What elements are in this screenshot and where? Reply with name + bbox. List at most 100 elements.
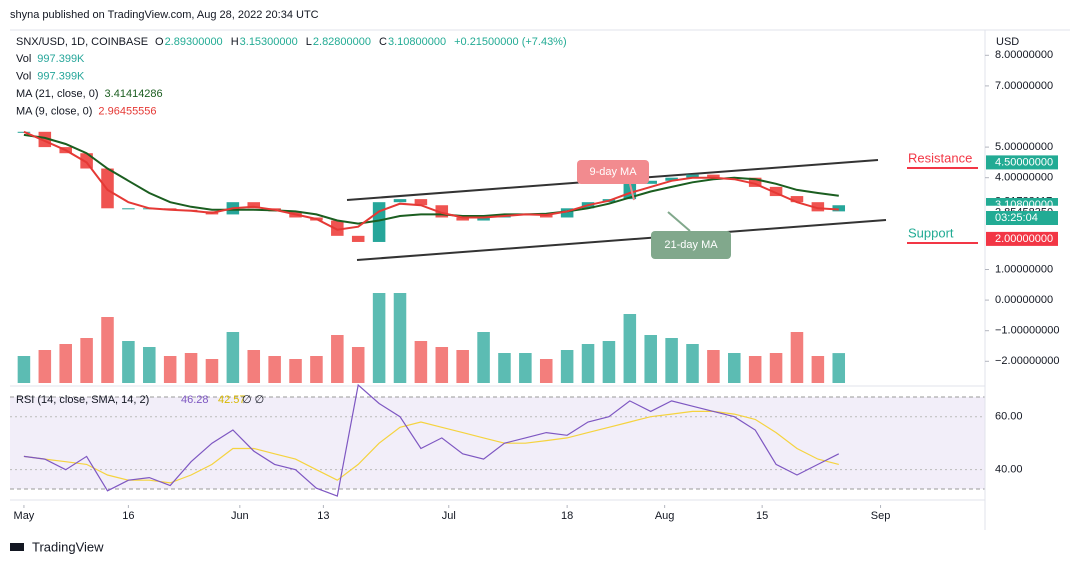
indicator-value: 997.399K bbox=[37, 53, 85, 65]
volume-bar bbox=[811, 356, 825, 383]
candle bbox=[372, 202, 386, 242]
volume-bar bbox=[602, 341, 616, 383]
candle bbox=[707, 174, 720, 178]
x-tick-label: Aug bbox=[655, 510, 675, 522]
ohlc-value: 2.89300000 bbox=[165, 36, 223, 48]
publisher: shyna published on TradingView.com, Aug … bbox=[10, 9, 319, 21]
volume-bar bbox=[17, 356, 31, 383]
indicator-value: 2.96455556 bbox=[98, 105, 156, 117]
volume-bar bbox=[143, 347, 156, 383]
ohlc-label: H bbox=[231, 36, 239, 48]
currency: USD bbox=[996, 36, 1019, 48]
price-label-box bbox=[986, 231, 1058, 246]
brand: TradingView bbox=[32, 539, 104, 554]
volume-bar bbox=[59, 344, 72, 383]
volume-bar bbox=[226, 332, 240, 383]
volume-bar bbox=[331, 335, 344, 383]
ma21-line bbox=[23, 133, 839, 225]
volume-bar bbox=[581, 344, 595, 383]
indicator-value: 997.399K bbox=[37, 70, 85, 82]
volume-bar bbox=[790, 332, 804, 383]
y-tick-label: 8.00000000 bbox=[995, 49, 1053, 61]
resistance: Resistance bbox=[908, 150, 972, 165]
rsi-line bbox=[23, 383, 840, 497]
logo: TradingView bbox=[10, 539, 104, 554]
rsi-empty: ∅ ∅ bbox=[242, 394, 264, 406]
ma9-line bbox=[23, 130, 839, 231]
candle bbox=[393, 199, 407, 203]
y2-tick-label: 60.00 bbox=[995, 411, 1023, 423]
volume-bar bbox=[832, 353, 846, 383]
indicator-value: 3.41414286 bbox=[105, 88, 163, 100]
candle bbox=[832, 205, 846, 212]
volume-bar bbox=[122, 341, 135, 383]
candle bbox=[665, 177, 678, 181]
countdown-box bbox=[986, 210, 1058, 225]
x-tick-label: 13 bbox=[317, 510, 329, 522]
change: +0.21500000 (+7.43%) bbox=[454, 36, 567, 48]
volume-bar bbox=[80, 338, 93, 383]
symbol: SNX/USD, 1D, COINBASE bbox=[16, 36, 148, 48]
volume-bar bbox=[101, 317, 114, 383]
candle bbox=[748, 177, 762, 187]
volume-bar bbox=[539, 359, 553, 383]
candle bbox=[456, 217, 469, 221]
volume-bar bbox=[686, 344, 699, 383]
indicator-label: Vol bbox=[16, 53, 31, 65]
volume-bar bbox=[38, 350, 52, 383]
rsi-sma-value: 42.57 bbox=[218, 394, 246, 406]
ohlc-value: 2.82800000 bbox=[313, 36, 371, 48]
ohlc-value: 3.10800000 bbox=[388, 36, 446, 48]
volume-bar bbox=[644, 335, 657, 383]
x-tick-label: 16 bbox=[122, 510, 134, 522]
volume-bar bbox=[351, 347, 365, 383]
x-tick-label: May bbox=[14, 510, 35, 522]
x-tick-label: 15 bbox=[756, 510, 768, 522]
volume-bar bbox=[310, 356, 323, 383]
rsi-value: 46.28 bbox=[181, 394, 209, 406]
ma9-callout: 9-day MA bbox=[589, 166, 637, 178]
volume-bar bbox=[163, 356, 177, 383]
y-tick-label: 1.00000000 bbox=[995, 263, 1053, 275]
volume-bar bbox=[456, 350, 469, 383]
volume-bar bbox=[435, 347, 449, 383]
volume-bar bbox=[477, 332, 490, 383]
price-label: 4.50000000 bbox=[995, 156, 1053, 168]
volume-bar bbox=[707, 350, 720, 383]
ohlc-label: C bbox=[379, 36, 387, 48]
rsi-legend: RSI (14, close, SMA, 14, 2) bbox=[16, 394, 149, 406]
indicator-label: Vol bbox=[16, 70, 31, 82]
volume-bar bbox=[184, 353, 198, 383]
volume-bar bbox=[393, 293, 407, 383]
volume-bar bbox=[665, 338, 678, 383]
volume-bar bbox=[268, 356, 281, 383]
indicator-label: MA (21, close, 0) bbox=[16, 88, 99, 100]
candle bbox=[644, 180, 657, 184]
countdown: 03:25:04 bbox=[995, 212, 1038, 224]
y-tick-label: 5.00000000 bbox=[995, 141, 1053, 153]
y-tick-label: 4.00000000 bbox=[995, 172, 1053, 184]
candle bbox=[686, 174, 699, 178]
x-tick-label: Jul bbox=[442, 510, 456, 522]
ohlc-value: 3.15300000 bbox=[240, 36, 298, 48]
volume-bar bbox=[414, 341, 428, 383]
price-label: 2.00000000 bbox=[995, 233, 1053, 245]
channel-lower bbox=[356, 219, 887, 261]
candle bbox=[414, 199, 428, 206]
candle bbox=[477, 217, 490, 221]
volume-bar bbox=[560, 350, 574, 383]
volume-bar bbox=[728, 353, 741, 383]
volume-bar bbox=[372, 293, 386, 383]
y-tick-label: 0.00000000 bbox=[995, 294, 1053, 306]
candle bbox=[790, 196, 804, 203]
candle bbox=[351, 235, 365, 242]
volume-bar bbox=[519, 353, 532, 383]
volume-bar bbox=[748, 356, 762, 383]
ma21-callout-box bbox=[651, 231, 731, 259]
ma21-callout: 21-day MA bbox=[664, 239, 718, 251]
x-tick-label: 18 bbox=[561, 510, 573, 522]
volume-bar bbox=[769, 353, 783, 383]
ohlc-label: O bbox=[155, 36, 164, 48]
x-tick-label: Jun bbox=[231, 510, 249, 522]
